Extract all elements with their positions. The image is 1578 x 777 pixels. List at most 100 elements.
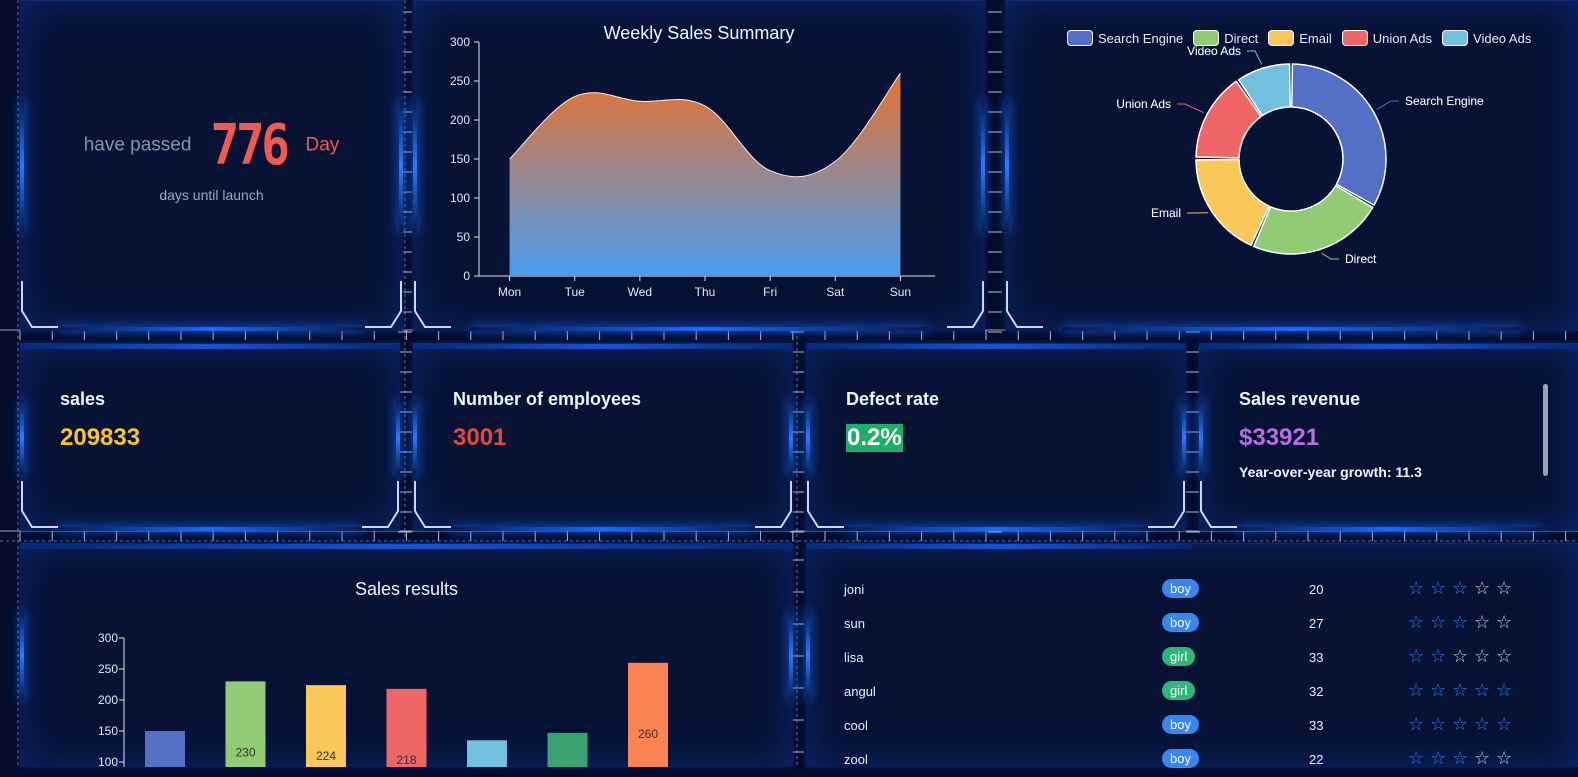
row-name: sun bbox=[844, 616, 865, 631]
bar[interactable] bbox=[225, 681, 266, 767]
star-empty-icon[interactable]: ☆ bbox=[1474, 578, 1491, 598]
star-filled-icon[interactable]: ☆ bbox=[1430, 680, 1447, 700]
bar[interactable] bbox=[306, 685, 346, 767]
star-filled-icon[interactable]: ☆ bbox=[1496, 714, 1513, 734]
star-filled-icon[interactable]: ☆ bbox=[1408, 646, 1425, 666]
bar[interactable] bbox=[386, 688, 427, 767]
donut-slice[interactable] bbox=[1195, 80, 1262, 159]
star-filled-icon[interactable]: ☆ bbox=[1452, 748, 1469, 768]
star-filled-icon[interactable]: ☆ bbox=[1408, 748, 1425, 768]
countdown-prefix: have passed bbox=[83, 134, 192, 156]
star-filled-icon[interactable]: ☆ bbox=[1452, 680, 1469, 700]
star-empty-icon[interactable]: ☆ bbox=[1474, 646, 1491, 666]
star-filled-icon[interactable]: ☆ bbox=[1452, 714, 1469, 734]
legend-label: Video Ads bbox=[1473, 30, 1532, 46]
donut-slice-label: Search Engine bbox=[1405, 94, 1484, 108]
star-rating[interactable]: ☆ ☆ ☆ ☆ ☆ bbox=[1408, 680, 1518, 701]
corner-bracket-right bbox=[947, 281, 984, 328]
revenue-label: Sales revenue bbox=[1239, 389, 1361, 409]
table-row[interactable]: lisa girl 33 ☆ ☆ ☆ ☆ ☆ bbox=[806, 641, 1578, 675]
star-filled-icon[interactable]: ☆ bbox=[1452, 612, 1469, 632]
star-empty-icon[interactable]: ☆ bbox=[1474, 612, 1491, 632]
star-filled-icon[interactable]: ☆ bbox=[1496, 680, 1513, 700]
donut-slice[interactable] bbox=[1195, 158, 1270, 246]
defect-label: Defect rate bbox=[846, 389, 940, 409]
legend-item[interactable]: Direct bbox=[1193, 30, 1258, 46]
legend-label: Email bbox=[1299, 30, 1332, 46]
star-filled-icon[interactable]: ☆ bbox=[1408, 714, 1425, 734]
table-row[interactable]: joni boy 20 ☆ ☆ ☆ ☆ ☆ bbox=[806, 573, 1578, 607]
revenue-scrollbar[interactable] bbox=[1543, 384, 1548, 476]
star-filled-icon[interactable]: ☆ bbox=[1452, 578, 1469, 598]
row-name: zool bbox=[844, 752, 868, 767]
star-rating[interactable]: ☆ ☆ ☆ ☆ ☆ bbox=[1408, 748, 1518, 769]
donut-slice-label: Email bbox=[1151, 206, 1181, 220]
legend-item[interactable]: Search Engine bbox=[1067, 30, 1183, 46]
y-tick-label: 300 bbox=[98, 631, 118, 645]
sales-value: 209833 bbox=[60, 424, 141, 451]
corner-bracket-right bbox=[1148, 481, 1185, 528]
star-filled-icon[interactable]: ☆ bbox=[1430, 714, 1447, 734]
corner-bracket-right bbox=[362, 481, 399, 528]
star-empty-icon[interactable]: ☆ bbox=[1496, 748, 1513, 768]
donut-slice-label: Union Ads bbox=[1116, 97, 1171, 111]
x-tick-label: Mon bbox=[498, 285, 521, 299]
star-filled-icon[interactable]: ☆ bbox=[1408, 680, 1425, 700]
star-filled-icon[interactable]: ☆ bbox=[1430, 578, 1447, 598]
y-tick-label: 100 bbox=[98, 755, 118, 767]
x-tick-label: Thu bbox=[695, 285, 716, 299]
bar[interactable] bbox=[467, 740, 507, 767]
bar-value-label: 218 bbox=[396, 753, 416, 767]
weekly-chart-title: Weekly Sales Summary bbox=[603, 23, 795, 43]
gender-badge: boy bbox=[1162, 613, 1199, 632]
donut-slice[interactable] bbox=[1291, 63, 1387, 206]
donut-slice[interactable] bbox=[1252, 184, 1374, 255]
star-filled-icon[interactable]: ☆ bbox=[1408, 612, 1425, 632]
gender-badge: girl bbox=[1162, 647, 1196, 666]
star-empty-icon[interactable]: ☆ bbox=[1452, 646, 1469, 666]
table-row[interactable]: angul girl 32 ☆ ☆ ☆ ☆ ☆ bbox=[806, 675, 1578, 709]
legend-item[interactable]: Email bbox=[1268, 30, 1332, 46]
donut-legend[interactable]: Search Engine Direct Email Union Ads Video A… bbox=[1067, 30, 1541, 46]
bar[interactable] bbox=[547, 732, 588, 767]
star-empty-icon[interactable]: ☆ bbox=[1496, 646, 1513, 666]
sales-results-bar-chart: 100 150 200 250 300 230 224 218 260 bbox=[98, 631, 668, 767]
bar[interactable] bbox=[628, 662, 668, 767]
bar[interactable] bbox=[145, 731, 185, 767]
star-filled-icon[interactable]: ☆ bbox=[1408, 578, 1425, 598]
star-empty-icon[interactable]: ☆ bbox=[1496, 578, 1513, 598]
legend-item[interactable]: Union Ads bbox=[1341, 30, 1433, 46]
row-name: joni bbox=[844, 582, 865, 597]
table-row[interactable]: zool boy 22 ☆ ☆ ☆ ☆ ☆ bbox=[806, 743, 1578, 777]
gender-badge: girl bbox=[1162, 681, 1196, 700]
x-tick-label: Sun bbox=[890, 285, 911, 299]
star-filled-icon[interactable]: ☆ bbox=[1430, 646, 1447, 666]
row-age: 22 bbox=[1309, 752, 1324, 767]
x-tick-label: Tue bbox=[565, 285, 586, 299]
row-name: lisa bbox=[844, 650, 864, 665]
weekly-sales-area-chart: 0 50 100 150 200 250 300 Mon Tue Wed Thu Fri Sat Sun bbox=[450, 35, 935, 299]
star-rating[interactable]: ☆ ☆ ☆ ☆ ☆ bbox=[1408, 612, 1518, 633]
table-row[interactable]: cool boy 33 ☆ ☆ ☆ ☆ ☆ bbox=[806, 709, 1578, 743]
traffic-source-donut-chart: Search Engine Direct Email Union Ads Video A… bbox=[1116, 44, 1484, 266]
corner-bracket-left bbox=[1006, 281, 1043, 328]
legend-label: Union Ads bbox=[1372, 30, 1433, 46]
star-empty-icon[interactable]: ☆ bbox=[1474, 748, 1491, 768]
star-filled-icon[interactable]: ☆ bbox=[1430, 748, 1447, 768]
legend-item[interactable]: Video Ads bbox=[1442, 30, 1531, 46]
legend-swatch bbox=[1341, 30, 1368, 46]
y-tick-label: 150 bbox=[98, 724, 118, 738]
star-filled-icon[interactable]: ☆ bbox=[1474, 680, 1491, 700]
star-filled-icon[interactable]: ☆ bbox=[1430, 612, 1447, 632]
x-tick-label: Wed bbox=[628, 285, 652, 299]
star-filled-icon[interactable]: ☆ bbox=[1474, 714, 1491, 734]
table-row[interactable]: sun boy 27 ☆ ☆ ☆ ☆ ☆ bbox=[806, 607, 1578, 641]
countdown-line: have passed 776 Day bbox=[20, 113, 403, 178]
countdown-unit: Day bbox=[305, 134, 340, 156]
donut-slice[interactable] bbox=[1237, 63, 1291, 117]
corner-bracket-right bbox=[365, 281, 402, 328]
star-rating[interactable]: ☆ ☆ ☆ ☆ ☆ bbox=[1408, 578, 1518, 599]
star-rating[interactable]: ☆ ☆ ☆ ☆ ☆ bbox=[1408, 646, 1518, 667]
star-empty-icon[interactable]: ☆ bbox=[1496, 612, 1513, 632]
star-rating[interactable]: ☆ ☆ ☆ ☆ ☆ bbox=[1408, 714, 1518, 735]
